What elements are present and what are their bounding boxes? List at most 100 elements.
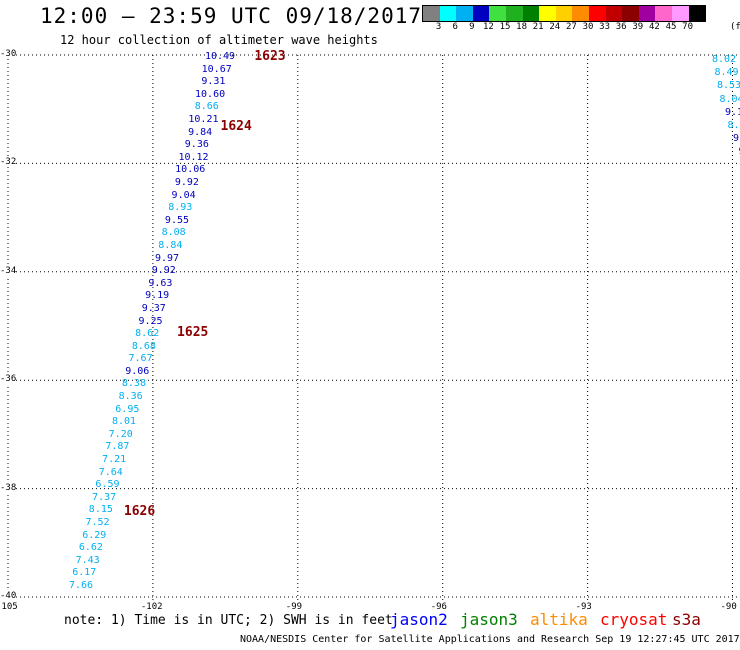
legend-label: 21	[532, 22, 544, 32]
legend-label: 36	[615, 22, 627, 32]
wave-height-value: 8.36	[118, 391, 143, 403]
wave-height-value: 6.95	[115, 403, 140, 415]
credit-line: NOAA/NESDIS Center for Satellite Applica…	[240, 634, 740, 645]
wave-height-value: 9.55	[164, 214, 190, 226]
wave-height-value: 9.37	[141, 302, 166, 314]
wave-height-value: 9.92	[151, 265, 176, 277]
wave-height-value: 7.43	[75, 554, 100, 566]
map-subtitle: 12 hour collection of altimeter wave hei…	[60, 33, 378, 47]
legend-swatch	[588, 6, 606, 21]
satellite-name: jason3	[460, 610, 518, 629]
latitude-label: -34	[0, 265, 17, 276]
legend-label: 15	[499, 22, 511, 32]
wave-height-value: 7.37	[92, 491, 117, 503]
legend-label: 30	[582, 22, 594, 32]
legend-swatch	[671, 6, 689, 21]
wave-height-value: 8.04	[719, 93, 740, 105]
wave-height-value: 9.04	[171, 189, 196, 201]
wave-height-value: 10.60	[195, 88, 226, 100]
wave-height-value: 9.	[732, 133, 740, 145]
legend-swatch	[572, 6, 589, 21]
wave-height-value: 9	[738, 146, 740, 157]
legend-swatch	[638, 6, 656, 21]
latitude-label: -40	[0, 591, 17, 601]
legend-swatch	[555, 6, 573, 21]
wave-height-value: 8.93	[168, 202, 193, 214]
wave-height-value: 8.53	[716, 80, 740, 92]
wave-height-value: 10.06	[175, 164, 206, 176]
wave-height-value: 7.20	[108, 428, 133, 440]
legend-swatch	[655, 6, 672, 21]
wave-height-value: 7.87	[105, 441, 130, 453]
wave-height-value: 9.19	[145, 290, 170, 302]
wave-height-value: 8.62	[135, 328, 160, 340]
longitude-label: -105	[0, 602, 18, 612]
wave-height-value: 8.38	[121, 378, 146, 390]
wave-height-value: 8.49	[714, 67, 739, 79]
wave-height-value: 9.97	[155, 252, 180, 264]
latitude-label: -38	[0, 482, 17, 493]
legend-swatch	[489, 6, 506, 21]
wave-height-value: 7.52	[85, 517, 110, 529]
wave-height-value: 6.62	[78, 542, 103, 554]
longitude-label: -99	[285, 602, 303, 612]
legend-swatch	[688, 6, 706, 21]
wave-height-value: 6.29	[82, 529, 107, 541]
wave-height-value: 9.84	[188, 126, 213, 138]
wave-height-value: 7.21	[102, 454, 127, 466]
wave-height-value: 9.31	[201, 76, 226, 88]
wave-height-value: 8.15	[88, 504, 113, 516]
track-id-label: 1623	[254, 49, 286, 64]
wave-height-value: 8.84	[158, 239, 183, 251]
latitude-label: -32	[0, 157, 17, 168]
wave-height-value: 7.64	[98, 466, 123, 478]
legend-label: 42	[648, 22, 660, 32]
latitude-label: -36	[0, 374, 17, 385]
wave-height-value: 8.68	[131, 340, 156, 352]
legend-swatch	[423, 6, 440, 21]
legend-label: 6	[452, 22, 458, 32]
legend-swatch	[505, 6, 523, 21]
wave-height-value: 10.12	[178, 151, 209, 163]
legend-unit: (ft)	[730, 22, 740, 32]
satellite-name: s3a	[672, 610, 701, 629]
legend-label: 18	[516, 22, 528, 32]
legend-swatch	[539, 6, 556, 21]
track-id-label: 1625	[177, 325, 209, 341]
legend-label: 24	[549, 22, 561, 32]
color-legend	[422, 5, 707, 22]
wave-height-value: 8.01	[111, 416, 137, 428]
wave-height-value: 6.17	[72, 567, 97, 579]
wave-height-value: 6.59	[95, 479, 120, 491]
legend-label: 27	[565, 22, 577, 32]
wave-height-value: 9.1	[724, 106, 740, 118]
legend-swatch	[456, 6, 473, 21]
satellite-name: altika	[530, 610, 588, 629]
legend-label: 12	[482, 22, 494, 32]
wave-height-value: 8.08	[161, 227, 186, 239]
wave-height-value: 9.06	[125, 365, 150, 377]
legend-swatch	[522, 6, 540, 21]
legend-label: 3	[435, 22, 442, 32]
footer-note: note: 1) Time is in UTC; 2) SWH is in fe…	[64, 613, 393, 628]
legend-label: 33	[599, 22, 611, 32]
longitude-label: -90	[720, 602, 737, 612]
legend-swatch	[472, 6, 490, 21]
longitude-label: -102	[140, 602, 163, 612]
longitude-label: -96	[430, 602, 447, 612]
wave-height-value: 10.49	[204, 51, 236, 62]
legend-label: 70	[682, 22, 694, 32]
satellite-name: cryosat	[600, 610, 668, 629]
latitude-label: -30	[0, 49, 17, 59]
wave-height-value: 8.02	[711, 54, 737, 65]
wave-height-value: 9.36	[184, 139, 209, 151]
wave-height-value: 7.66	[68, 580, 94, 591]
legend-swatch	[605, 6, 623, 21]
wave-height-value: 9.25	[138, 315, 163, 327]
legend-swatch	[622, 6, 639, 21]
map-title: 12:00 – 23:59 UTC 09/18/2017	[40, 4, 423, 28]
wave-height-value: 8.7	[727, 120, 740, 131]
wave-height-value: 7.67	[128, 353, 153, 365]
satellite-name: jason2	[390, 610, 448, 629]
